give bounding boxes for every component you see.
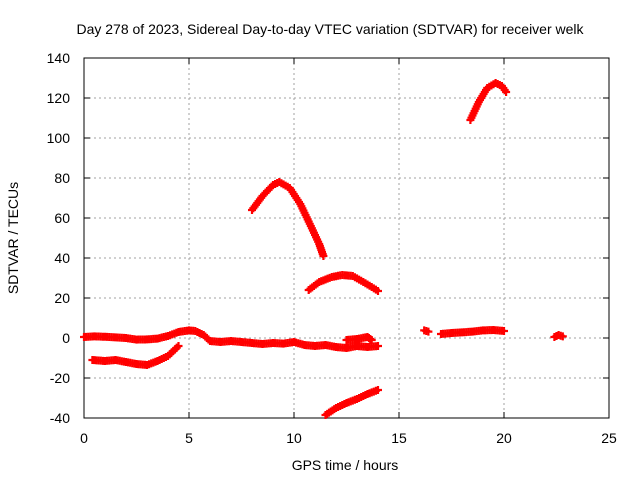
y-tick-label: 120 [47, 90, 71, 106]
series-group [80, 326, 382, 352]
grid [84, 58, 609, 418]
data-marks [80, 79, 567, 419]
data-point [174, 342, 183, 350]
data-point [502, 88, 511, 96]
y-tick-label: -20 [50, 370, 70, 386]
data-point [500, 327, 508, 335]
y-tick-label: 40 [54, 250, 70, 266]
plot-frame [83, 57, 610, 419]
chart-title: Day 278 of 2023, Sidereal Day-to-day VTE… [76, 21, 584, 37]
y-tick-label: 140 [47, 50, 71, 66]
x-axis-label: GPS time / hours [292, 457, 399, 473]
y-tick-label: 80 [54, 170, 70, 186]
series-group [550, 331, 567, 341]
x-tick-label: 10 [286, 430, 302, 446]
series-group [321, 386, 382, 419]
x-tick-label: 20 [496, 430, 512, 446]
x-tick-label: 0 [80, 430, 88, 446]
series-group [466, 79, 511, 124]
data-point [367, 336, 376, 344]
y-tick-label: 20 [54, 290, 70, 306]
data-point [319, 252, 328, 260]
y-tick-labels: -40 -20 0 20 40 60 80 100 120 140 [47, 50, 71, 426]
x-tick-label: 5 [185, 430, 193, 446]
y-tick-label: 0 [62, 330, 70, 346]
y-tick-label: 60 [54, 210, 70, 226]
y-axis-label: SDTVAR / TECUs [5, 182, 21, 294]
series-group [248, 178, 328, 260]
series-group [437, 326, 508, 338]
x-tick-labels: 0 5 10 15 20 25 [80, 430, 617, 446]
data-point [374, 287, 382, 295]
data-point [424, 327, 433, 336]
data-point [374, 342, 382, 350]
x-tick-label: 25 [601, 430, 617, 446]
y-tick-label: -40 [50, 410, 70, 426]
series-group [342, 333, 376, 344]
series-group [420, 326, 433, 336]
data-point [558, 332, 567, 341]
data-point [374, 386, 382, 394]
series-group [304, 271, 382, 295]
series-group [88, 342, 183, 369]
x-tick-label: 15 [391, 430, 407, 446]
y-tick-label: 100 [47, 130, 71, 146]
